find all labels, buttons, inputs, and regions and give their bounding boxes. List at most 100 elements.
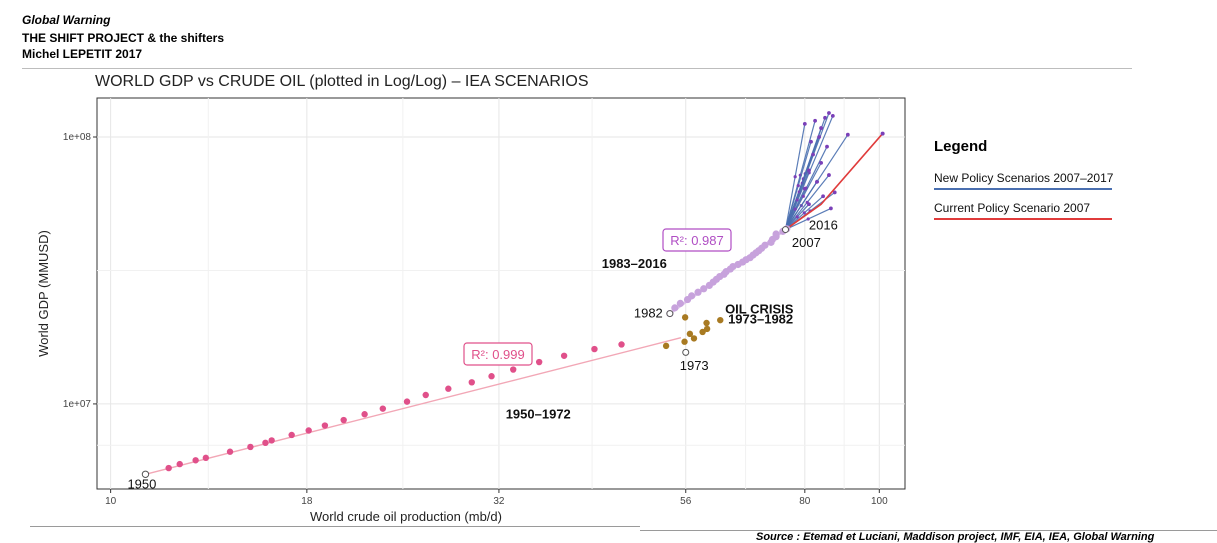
- legend-title: Legend: [934, 138, 988, 155]
- data-point: [468, 379, 475, 386]
- scenario-point: [819, 126, 824, 130]
- scenario-point: [817, 135, 822, 139]
- annotation-label: 1950–1972: [506, 407, 571, 422]
- data-point: [379, 405, 387, 412]
- footer-divider-right: [640, 530, 1217, 531]
- data-point: [226, 448, 234, 455]
- r2-label: R²: 0.999: [463, 342, 533, 366]
- chart-title: WORLD GDP vs CRUDE OIL (plotted in Log/L…: [95, 73, 589, 90]
- data-point: [761, 241, 769, 249]
- data-point: [699, 328, 706, 336]
- data-point: [618, 341, 625, 348]
- x-tick-label: 10: [105, 496, 117, 507]
- series-2: [662, 314, 724, 350]
- scenario-point: [828, 206, 833, 211]
- marker-1982: [666, 310, 674, 318]
- scenario-point: [815, 180, 819, 184]
- data-point: [141, 470, 150, 478]
- legend-item-new-policy: New Policy Scenarios 2007–2017: [934, 171, 1114, 185]
- scenario-point: [821, 194, 825, 199]
- data-point: [340, 416, 347, 424]
- data-point: [671, 304, 679, 312]
- legend-item-current-policy: Current Policy Scenario 2007: [934, 201, 1091, 215]
- current-policy-end-point: [880, 131, 885, 136]
- data-point: [591, 345, 598, 353]
- data-point: [305, 427, 312, 434]
- scenario-point: [811, 152, 815, 157]
- data-point: [445, 385, 452, 392]
- current-policy-line: [785, 133, 884, 231]
- data-point: [268, 437, 275, 444]
- scenario-point: [806, 217, 810, 221]
- scenario-point: [827, 173, 831, 177]
- annotation-label: 1973–1982: [728, 312, 793, 327]
- scenario-point: [809, 139, 813, 144]
- scenario-point: [801, 194, 805, 198]
- scenario-point: [807, 202, 811, 207]
- legend-line-current-policy: [934, 218, 1112, 220]
- data-point: [488, 373, 495, 380]
- data-point: [681, 314, 689, 321]
- scenario-point: [825, 144, 829, 149]
- plot-panel: [96, 97, 906, 490]
- scenario-point: [845, 132, 850, 137]
- scenario-point: [793, 175, 797, 179]
- data-point: [700, 285, 708, 293]
- data-point: [681, 338, 688, 345]
- scenario-point: [802, 121, 807, 126]
- scenario-point: [795, 215, 799, 219]
- scenario-point: [827, 111, 831, 115]
- scenario-point: [830, 113, 835, 118]
- scenario-point: [793, 207, 797, 211]
- data-point: [703, 319, 710, 327]
- scenario-point: [832, 190, 837, 195]
- source-note: Source : Etemad et Luciani, Maddison pro…: [756, 531, 1155, 543]
- data-point: [717, 316, 724, 324]
- data-point: [247, 443, 254, 451]
- series-1: [141, 341, 625, 478]
- y-tick-label: 1e+07: [63, 399, 92, 410]
- scenario-point: [802, 186, 807, 191]
- r2-box: [463, 342, 533, 366]
- x-tick-label: 18: [301, 496, 313, 507]
- annotation-label: OIL CRISIS: [725, 302, 794, 317]
- data-point: [262, 439, 269, 447]
- data-point: [560, 352, 568, 359]
- x-axis-title: World crude oil production (mb/d): [310, 509, 502, 524]
- data-point: [192, 457, 199, 464]
- data-point: [772, 230, 780, 238]
- r2-text: R²: 0.999: [471, 347, 524, 362]
- annotation-label: 2007: [792, 235, 821, 250]
- data-point: [422, 391, 429, 399]
- scenario-point: [813, 118, 817, 123]
- x-tick-label: 32: [493, 496, 505, 507]
- annotation-label: 1982: [634, 306, 663, 321]
- new-policy-scenarios: [784, 111, 850, 231]
- scenario-point: [823, 115, 827, 120]
- x-tick-label: 56: [680, 496, 692, 507]
- data-point: [662, 342, 670, 350]
- annotation-label: 1973: [680, 358, 709, 373]
- scenario-point: [802, 211, 806, 215]
- data-point: [176, 460, 183, 468]
- scenario-point: [795, 198, 799, 202]
- y-tick-label: 1e+08: [63, 132, 92, 143]
- marker-2007: [781, 226, 789, 234]
- scenario-point: [796, 184, 800, 188]
- header-line-1: Global Warning: [22, 13, 111, 27]
- r2-text: R²: 0.987: [670, 233, 723, 248]
- footer-divider-left: [30, 526, 640, 527]
- annotation-label: 2016: [809, 217, 838, 232]
- marker-1973: [682, 348, 690, 356]
- data-point: [361, 411, 368, 418]
- r2-box: [662, 228, 732, 252]
- scenario-point: [807, 168, 811, 173]
- data-point: [688, 292, 696, 300]
- data-point: [535, 358, 543, 366]
- annotation-label: 1950: [127, 476, 156, 491]
- data-point: [686, 330, 694, 338]
- fit-line-1950-1972: [145, 337, 682, 475]
- y-axis-title: World GDP (MMUSD): [36, 230, 51, 357]
- r2-label: R²: 0.987: [662, 228, 732, 252]
